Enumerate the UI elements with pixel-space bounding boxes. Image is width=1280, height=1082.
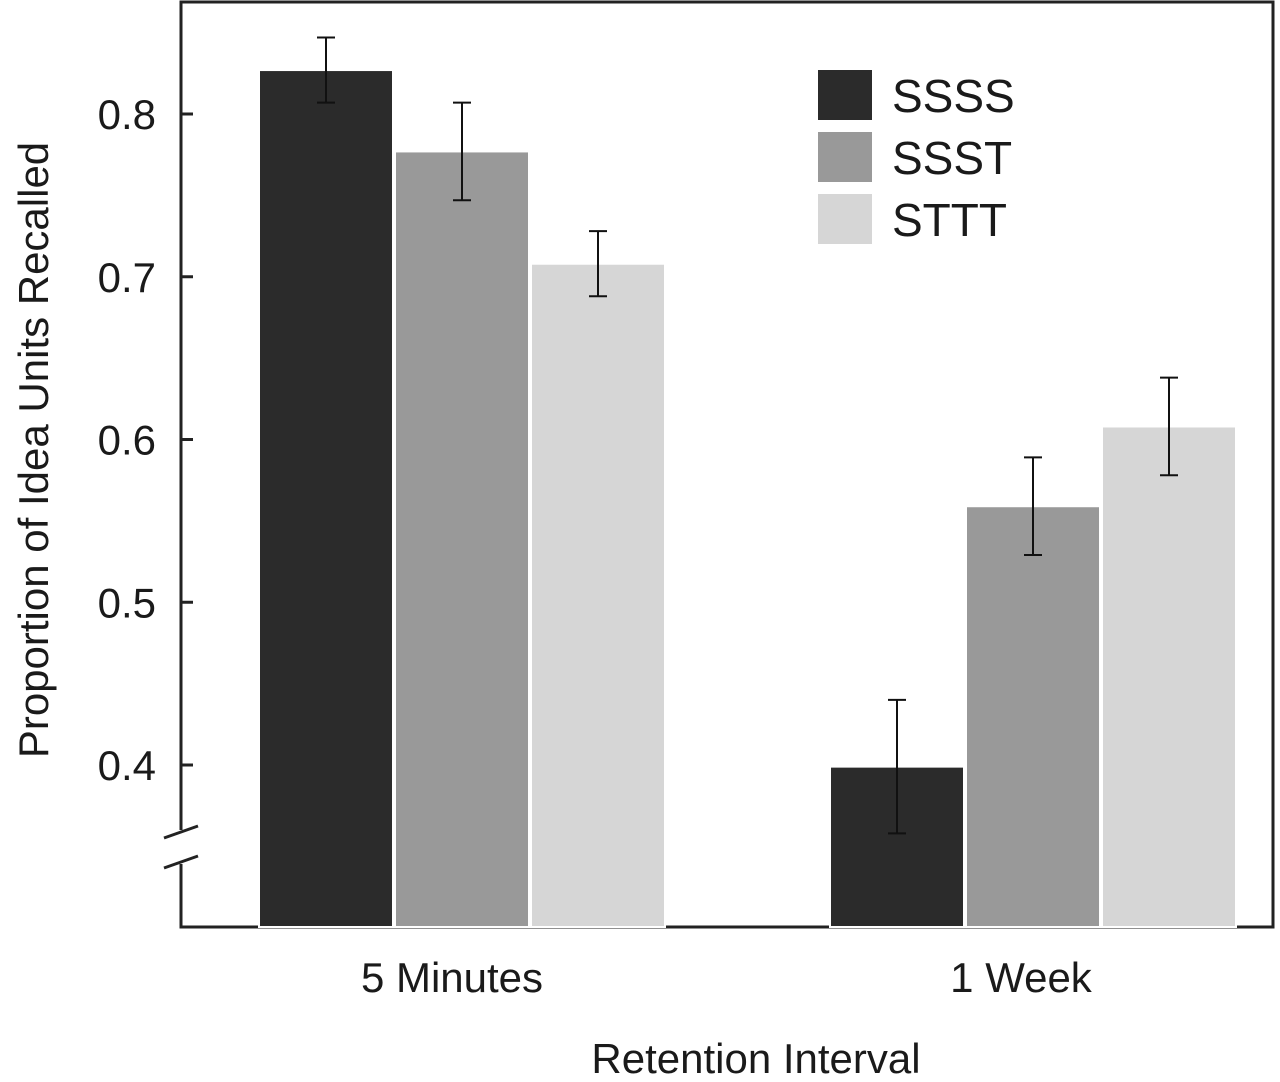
error-bar-sttt-5-minutes: [589, 230, 607, 298]
legend-label: SSSS: [892, 70, 1015, 122]
legend-item-ssst: SSST: [818, 132, 1012, 184]
axis-break-marker: [163, 824, 199, 870]
x-axis: 5 Minutes 1 Week: [361, 954, 1093, 1001]
y-tick-label: 0.8: [98, 91, 156, 138]
bar-ssst-5-minutes: [394, 150, 530, 928]
error-bar-ssss-1-week: [888, 698, 906, 835]
x-category-label: 5 Minutes: [361, 954, 543, 1001]
y-axis-title: Proportion of Idea Units Recalled: [10, 142, 57, 758]
plot-frame: [179, 0, 1275, 929]
bar-ssst-1-week: [965, 505, 1101, 928]
bar-sttt-5-minutes: [530, 262, 666, 929]
error-bar-ssst-1-week: [1024, 456, 1042, 557]
error-bars: [317, 36, 1178, 835]
legend-item-ssss: SSSS: [818, 70, 1015, 122]
y-tick-label: 0.7: [98, 254, 156, 301]
legend-label: STTT: [892, 194, 1007, 246]
y-tick-label: 0.5: [98, 579, 156, 626]
bar-ssss-5-minutes: [258, 69, 394, 929]
error-bar-ssst-5-minutes: [453, 101, 471, 202]
x-category-label: 1 Week: [950, 954, 1093, 1001]
legend-swatch: [818, 194, 872, 244]
y-axis: 0.4 0.5 0.6 0.7 0.8: [98, 91, 199, 870]
legend: SSSS SSST STTT: [818, 70, 1015, 246]
legend-swatch: [818, 132, 872, 182]
legend-label: SSST: [892, 132, 1012, 184]
legend-swatch: [818, 70, 872, 120]
y-tick-label: 0.4: [98, 742, 156, 789]
error-bar-sttt-1-week: [1160, 376, 1178, 477]
bars: [258, 69, 1237, 929]
bar-sttt-1-week: [1101, 425, 1237, 928]
legend-item-sttt: STTT: [818, 194, 1007, 246]
error-bar-ssss-5-minutes: [317, 36, 335, 104]
y-tick-label: 0.6: [98, 417, 156, 464]
x-axis-title: Retention Interval: [591, 1035, 920, 1082]
